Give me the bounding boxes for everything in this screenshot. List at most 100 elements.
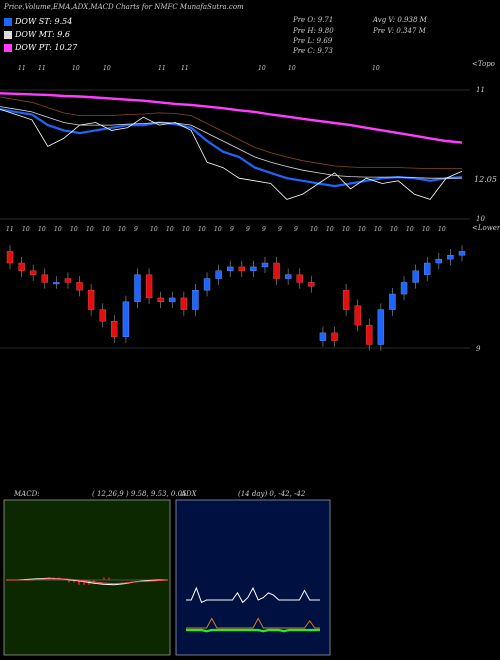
- candle-body: [6, 251, 14, 264]
- candle-body: [203, 278, 211, 291]
- candle-top-label: 9: [278, 226, 282, 233]
- candle-body: [366, 324, 373, 345]
- legend-st-label: DOW ST: 9.54: [15, 17, 73, 26]
- candle-body: [238, 266, 245, 271]
- candle-top-label: 10: [390, 226, 398, 233]
- candle-body: [342, 289, 350, 310]
- price-top-label: 11: [158, 65, 166, 72]
- candle-top-label: 10: [214, 226, 222, 233]
- candle-body: [319, 332, 327, 341]
- candle-body: [134, 274, 141, 303]
- price-level-11: 11: [476, 86, 485, 94]
- legend-pt-label: DOW PT: 10.27: [15, 43, 78, 52]
- candle-body: [53, 282, 60, 285]
- candle-body: [354, 305, 361, 326]
- candle-top-label: 10: [358, 226, 366, 233]
- candle-top-label: 10: [22, 226, 30, 233]
- candle-body: [377, 309, 385, 345]
- candle-level-10: 10: [476, 215, 485, 223]
- candle-top-label: 10: [118, 226, 126, 233]
- candle-body: [447, 255, 454, 260]
- candle-panel-topright: <Lower: [472, 224, 500, 232]
- chart-title: Price,Volume,EMA,ADX,MACD Charts for NMF…: [4, 3, 244, 11]
- candle-body: [261, 262, 269, 268]
- candle-top-label: 10: [166, 226, 174, 233]
- candle-body: [424, 262, 431, 275]
- adx-label: ADX: [181, 490, 197, 498]
- legend-st-swatch: [4, 18, 12, 26]
- candle-top-label: 10: [54, 226, 62, 233]
- ohlc-high: Pre H: 9.80: [293, 27, 334, 35]
- adx-line--di: [186, 617, 320, 629]
- macd-line-signal: [6, 578, 169, 585]
- candle-body: [99, 309, 106, 322]
- candle-top-label: 10: [310, 226, 318, 233]
- candle-top-label: 10: [86, 226, 94, 233]
- adx-line--di: [186, 628, 320, 633]
- candle-top-label: 10: [422, 226, 430, 233]
- candle-body: [122, 301, 130, 337]
- price-panel-topright: <Topo: [472, 60, 495, 68]
- candle-level-9: 9: [476, 345, 481, 353]
- candle-body: [111, 321, 118, 337]
- candle-top-label: 9: [262, 226, 266, 233]
- candle-body: [157, 297, 164, 303]
- macd-label: MACD:: [14, 490, 40, 498]
- candle-top-label: 9: [246, 226, 250, 233]
- candle-top-label: 10: [70, 226, 78, 233]
- candle-top-label: 9: [294, 226, 298, 233]
- candle-top-label: 10: [438, 226, 446, 233]
- macd-params: ( 12,26,9 ) 9.58, 9.53, 0.05: [92, 490, 187, 498]
- ohlc-close: Pre C: 9.73: [293, 47, 333, 55]
- legend-pt-swatch: [4, 44, 12, 52]
- legend-mt: DOW MT: 9.6: [4, 30, 70, 39]
- candle-top-label: 10: [326, 226, 334, 233]
- candle-top-label: 10: [38, 226, 46, 233]
- candle-body: [41, 274, 48, 283]
- candle-body: [308, 282, 315, 287]
- ohlc-avg-volume: Avg V: 0.938 M: [373, 16, 427, 24]
- candle-body: [284, 274, 292, 279]
- adx-params: (14 day) 0, -42, -42: [238, 490, 306, 498]
- ohlc-open: Pre O: 9.71: [293, 16, 334, 24]
- candle-top-label: 10: [150, 226, 158, 233]
- candle-body: [192, 289, 199, 310]
- macd-panel-bg: [3, 499, 171, 656]
- candle-top-label: 10: [342, 226, 350, 233]
- price-top-label: 10: [72, 65, 80, 72]
- price-top-label: 10: [103, 65, 111, 72]
- ema-line-close: [0, 108, 463, 200]
- candle-body: [18, 262, 25, 271]
- price-level-1205: 12.05: [474, 175, 497, 184]
- candle-body: [87, 289, 95, 310]
- candle-top-label: 11: [6, 226, 14, 233]
- price-top-label: 11: [181, 65, 189, 72]
- candle-body: [227, 266, 234, 271]
- legend-st: DOW ST: 9.54: [4, 17, 72, 26]
- candle-body: [400, 282, 408, 295]
- candle-body: [412, 270, 419, 283]
- candle-body: [250, 266, 257, 271]
- legend-pt: DOW PT: 10.27: [4, 43, 77, 52]
- candle-top-label: 10: [198, 226, 206, 233]
- ema-line-dow-mt: [0, 106, 462, 179]
- ema-line-dow-pt: [0, 92, 463, 144]
- candle-body: [458, 251, 466, 256]
- ohlc-prev-volume: Pre V: 0.347 M: [373, 27, 426, 35]
- candle-top-label: 9: [134, 226, 138, 233]
- candle-top-label: 10: [406, 226, 414, 233]
- candle-top-label: 9: [230, 226, 234, 233]
- adx-panel-bg: [175, 499, 331, 656]
- candle-top-label: 10: [102, 226, 110, 233]
- candle-body: [29, 270, 37, 275]
- ema-line-long-brown: [0, 96, 462, 170]
- candle-body: [76, 282, 83, 291]
- adx-line-adx: [186, 586, 320, 604]
- candle-body: [64, 278, 72, 283]
- price-top-label: 10: [258, 65, 266, 72]
- ohlc-low: Pre L: 9.69: [293, 37, 333, 45]
- candle-body: [169, 297, 176, 303]
- candle-body: [331, 332, 338, 341]
- candle-top-label: 10: [182, 226, 190, 233]
